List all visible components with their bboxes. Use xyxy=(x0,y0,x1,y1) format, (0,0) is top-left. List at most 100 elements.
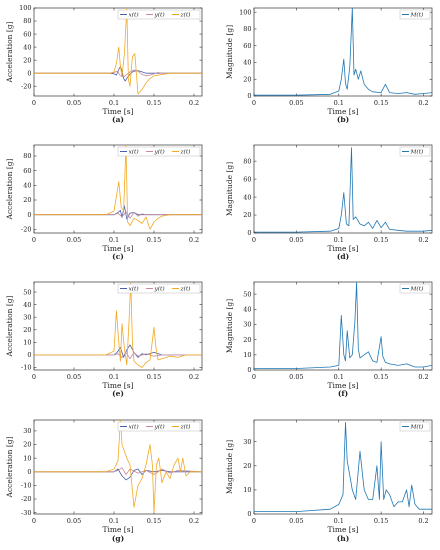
panel-caption: (e) xyxy=(112,389,124,398)
y-tick-label: 0 xyxy=(247,510,251,518)
plot-frame xyxy=(33,281,203,371)
panel-6: 0 0.05 0.1 0.15 0.2 -30 -20 -10 0 10 20 30 Time [s] A… xyxy=(5,419,203,543)
x-tick-label: 0 xyxy=(32,99,36,107)
legend-entry: x(t) xyxy=(129,286,139,293)
x-tick-label: 0.15 xyxy=(147,517,161,525)
y-tick-label: 100 xyxy=(239,8,251,16)
y-tick-label: 20 xyxy=(243,211,251,219)
legend-box xyxy=(399,146,431,157)
x-axis-label: Time [s] xyxy=(327,525,358,534)
legend-entry: x(t) xyxy=(129,424,139,431)
x-tick-label: 0.2 xyxy=(418,99,428,107)
legend-entry: z(t) xyxy=(180,286,191,293)
y-tick-label: 40 xyxy=(243,193,251,201)
x-tick-label: 0.15 xyxy=(147,99,161,107)
x-axis-label: Time [s] xyxy=(327,244,358,253)
x-tick-label: 0.2 xyxy=(189,99,199,107)
x-tick-label: 0.2 xyxy=(189,373,199,381)
series-line-zt xyxy=(34,8,202,95)
x-tick-label: 0.1 xyxy=(334,373,344,381)
x-axis-label: Time [s] xyxy=(327,107,358,116)
x-tick-label: 0.2 xyxy=(189,236,199,244)
y-tick-label: 50 xyxy=(23,288,31,296)
x-tick-label: 0.1 xyxy=(334,99,344,107)
y-tick-label: 30 xyxy=(243,321,251,329)
y-tick-label: 20 xyxy=(23,56,31,64)
y-tick-label: 30 xyxy=(243,438,251,446)
legend-box xyxy=(399,421,431,432)
y-tick-label: 20 xyxy=(243,336,251,344)
x-tick-label: 0.05 xyxy=(289,373,303,381)
series-line-yt xyxy=(34,211,202,219)
y-tick-label: 40 xyxy=(243,59,251,67)
x-tick-label: 0 xyxy=(252,99,256,107)
x-axis-label: Time [s] xyxy=(102,525,133,534)
series-line-zt xyxy=(34,282,202,368)
x-tick-label: 0.15 xyxy=(374,99,388,107)
panel-caption: (g) xyxy=(112,534,124,543)
panel-1: 0 0.05 0.1 0.15 0.2 0 20 40 60 80 100 Time [s] Magni… xyxy=(225,7,433,124)
plot-frame xyxy=(33,419,203,515)
y-tick-label: 80 xyxy=(23,17,31,25)
legend-entry: y(t) xyxy=(154,149,165,156)
y-tick-label: -10 xyxy=(21,364,31,372)
x-tick-label: 0.1 xyxy=(109,517,119,525)
x-tick-label: 0.1 xyxy=(109,373,119,381)
x-tick-label: 0 xyxy=(252,373,256,381)
x-tick-label: 0.2 xyxy=(418,373,428,381)
y-tick-label: 20 xyxy=(23,441,31,449)
x-tick-label: 0.2 xyxy=(418,517,428,525)
x-axis-label: Time [s] xyxy=(102,107,133,116)
x-tick-label: 0.05 xyxy=(67,517,81,525)
y-tick-label: 40 xyxy=(23,301,31,309)
plot-frame xyxy=(253,281,433,371)
legend-entry: x(t) xyxy=(129,149,139,156)
x-tick-label: 0.05 xyxy=(289,517,303,525)
y-tick-label: 0 xyxy=(247,229,251,237)
legend-entry: y(t) xyxy=(154,12,165,19)
y-tick-label: 80 xyxy=(243,157,251,165)
y-axis-label: Magnitude [g] xyxy=(225,299,234,353)
legend-box xyxy=(117,9,201,20)
y-tick-label: -20 xyxy=(21,82,31,90)
legend-box xyxy=(399,283,431,294)
legend-entry: M(t) xyxy=(410,12,424,19)
panel-3: 0 0.05 0.1 0.15 0.2 0 20 40 60 80 Time [s] Magnitud… xyxy=(225,144,433,261)
y-axis-label: Magnitude [g] xyxy=(225,25,234,79)
series-line-xt xyxy=(34,66,202,82)
y-tick-label: 30 xyxy=(23,427,31,435)
legend-entry: M(t) xyxy=(410,424,424,431)
legend-entry: x(t) xyxy=(129,12,139,19)
y-axis-label: Acceleration [g] xyxy=(5,158,14,220)
x-tick-label: 0.15 xyxy=(374,517,388,525)
y-tick-label: 0 xyxy=(27,69,31,77)
x-tick-label: 0.1 xyxy=(109,99,119,107)
y-tick-label: -30 xyxy=(21,509,31,517)
panel-caption: (a) xyxy=(112,115,124,124)
y-tick-label: 10 xyxy=(23,339,31,347)
y-tick-label: 60 xyxy=(243,42,251,50)
y-tick-label: 20 xyxy=(23,326,31,334)
legend-box xyxy=(117,146,201,157)
x-tick-label: 0 xyxy=(32,517,36,525)
x-tick-label: 0.05 xyxy=(289,99,303,107)
y-tick-label: 60 xyxy=(243,175,251,183)
y-tick-label: 30 xyxy=(23,313,31,321)
panel-0: 0 0.05 0.1 0.15 0.2 -20 0 20 40 60 80 100 Time [s] Ac… xyxy=(5,4,203,124)
x-tick-label: 0.05 xyxy=(67,236,81,244)
legend-entry: z(t) xyxy=(180,149,191,156)
legend-entry: z(t) xyxy=(180,424,191,431)
legend-entry: M(t) xyxy=(410,149,424,156)
series-line-xt xyxy=(34,344,202,358)
y-tick-label: 80 xyxy=(23,152,31,160)
y-tick-label: 20 xyxy=(23,196,31,204)
x-tick-label: 0.05 xyxy=(67,99,81,107)
series-line-mt xyxy=(254,8,432,96)
y-tick-label: 20 xyxy=(243,462,251,470)
x-tick-label: 0.15 xyxy=(147,373,161,381)
y-tick-label: 20 xyxy=(243,75,251,83)
y-axis-label: Acceleration [g] xyxy=(5,295,14,357)
legend-box xyxy=(117,283,201,294)
